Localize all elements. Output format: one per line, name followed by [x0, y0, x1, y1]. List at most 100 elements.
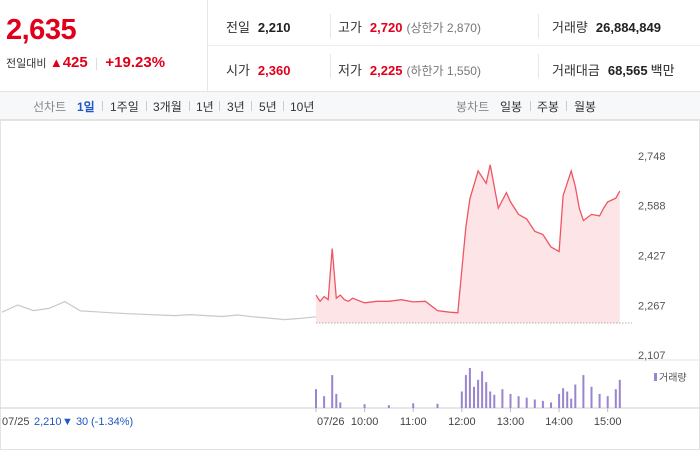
amount-unit: 백만	[650, 63, 675, 78]
tab-1year[interactable]: 1년	[196, 100, 214, 114]
quote-stats: 전일 2,210 고가 2,720 (상한가 2,870) 거래량 26,884,849…	[208, 0, 700, 91]
stat-value: 2,225	[369, 63, 403, 78]
prev-day-line	[1, 300, 317, 321]
volume-bar	[331, 375, 334, 408]
x-tick-label: 14:00	[545, 416, 573, 428]
stat-value: 2,210	[257, 20, 291, 35]
prev-day-close: 2,210	[34, 416, 62, 428]
y-tick-label: 2,588	[638, 201, 666, 213]
stat-prev-close: 전일 2,210	[226, 17, 290, 36]
volume-legend-label: 거래량	[659, 372, 687, 384]
chart-period-tabs: 선차트 1일 1주일 3개월 1년 3년 5년 10년 봉차트 일봉 주봉 월봉	[0, 92, 700, 120]
volume-bar	[541, 400, 544, 408]
tab-3years[interactable]: 3년	[227, 100, 245, 114]
divider	[330, 54, 331, 78]
volume-legend-swatch	[654, 373, 657, 381]
volume-bar	[335, 393, 338, 408]
tab-1week[interactable]: 1주일	[110, 100, 139, 114]
candle-chart-label: 봉차트	[456, 100, 490, 114]
volume-bar	[570, 398, 573, 408]
x-tick-label: 11:00	[400, 416, 427, 428]
volume-bar	[509, 393, 512, 408]
tab-divider	[102, 101, 103, 111]
tab-divider	[219, 101, 220, 111]
volume-bar	[387, 405, 390, 408]
stat-value: 68,565	[607, 63, 648, 78]
stat-label: 거래대금	[552, 63, 600, 78]
tab-divider	[146, 101, 147, 111]
x-tick-label: 15:00	[594, 416, 622, 428]
current-price: 2,635	[6, 14, 77, 46]
lower-limit: (하한가 1,550)	[406, 64, 481, 78]
volume-bar	[558, 393, 561, 408]
tab-5years[interactable]: 5년	[259, 100, 277, 114]
volume-bar	[614, 389, 617, 408]
stat-label: 저가	[338, 63, 362, 78]
prev-day-change-pct: (-1.34%)	[91, 416, 133, 428]
stat-open: 시가 2,360	[226, 60, 290, 79]
stat-label: 고가	[338, 20, 362, 35]
prev-day-change: ▼ 30	[62, 416, 88, 428]
stat-label: 시가	[226, 63, 250, 78]
volume-bar	[485, 382, 488, 408]
tab-1day[interactable]: 1일	[77, 100, 95, 114]
tab-daily-candle[interactable]: 일봉	[500, 100, 523, 114]
volume-bar	[525, 397, 528, 408]
volume-bar	[323, 396, 326, 408]
tab-divider	[530, 101, 531, 111]
stat-value: 2,720	[369, 20, 403, 35]
volume-bar	[477, 379, 480, 408]
x-tick-label: 13:00	[497, 416, 525, 428]
divider	[538, 54, 539, 78]
stat-amount: 거래대금 68,565 백만	[552, 60, 675, 79]
volume-bar	[460, 391, 463, 408]
volume-bar	[574, 384, 577, 408]
volume-bar	[606, 396, 609, 408]
volume-bar	[533, 399, 536, 408]
volume-bar	[339, 402, 342, 408]
prev-day-date: 07/25	[2, 416, 30, 428]
tab-monthly-candle[interactable]: 월봉	[574, 100, 597, 114]
volume-bar	[473, 386, 475, 408]
tab-3months[interactable]: 3개월	[153, 100, 182, 114]
divider	[208, 45, 700, 46]
price-summary: 2,635 전일대비 ▲425 +19.23%	[0, 0, 208, 91]
tab-10years[interactable]: 10년	[290, 100, 315, 114]
divider	[96, 57, 98, 70]
tab-divider	[283, 101, 284, 111]
change-percent: +19.23%	[105, 54, 166, 71]
x-tick-label: 12:00	[448, 416, 476, 428]
stat-value: 2,360	[257, 63, 291, 78]
volume-bar	[412, 403, 415, 408]
up-arrow-icon: ▲	[49, 55, 63, 70]
volume-bar	[501, 389, 504, 408]
tab-divider	[251, 101, 252, 111]
volume-bar	[566, 391, 569, 408]
divider	[538, 14, 539, 38]
volume-bar	[550, 402, 552, 408]
quote-header: 2,635 전일대비 ▲425 +19.23% 전일 2,210 고가 2,720(…	[0, 0, 700, 92]
x-tick-label: 10:00	[351, 416, 379, 428]
price-change: 전일대비 ▲425 +19.23%	[6, 54, 165, 71]
volume-bar	[493, 394, 496, 408]
y-tick-label: 2,748	[638, 151, 666, 163]
volume-bar	[436, 403, 439, 408]
volume-bar	[582, 375, 585, 408]
tab-weekly-candle[interactable]: 주봉	[537, 100, 560, 114]
volume-bar	[315, 389, 317, 408]
y-tick-label: 2,107	[638, 350, 666, 362]
volume-bar	[517, 396, 520, 408]
upper-limit: (상한가 2,870)	[406, 21, 481, 35]
volume-bar	[590, 386, 593, 408]
y-tick-label: 2,427	[638, 251, 666, 263]
x-tick-label: 07/26	[317, 416, 345, 428]
volume-bar	[489, 391, 492, 408]
prev-compare-label: 전일대비	[6, 58, 47, 70]
stat-value: 26,884,849	[595, 20, 661, 35]
divider	[330, 14, 331, 38]
volume-bar	[363, 404, 366, 408]
tab-divider	[566, 101, 567, 111]
change-amount: 425	[62, 54, 88, 71]
y-tick-label: 2,267	[638, 300, 666, 312]
tab-divider	[189, 101, 190, 111]
